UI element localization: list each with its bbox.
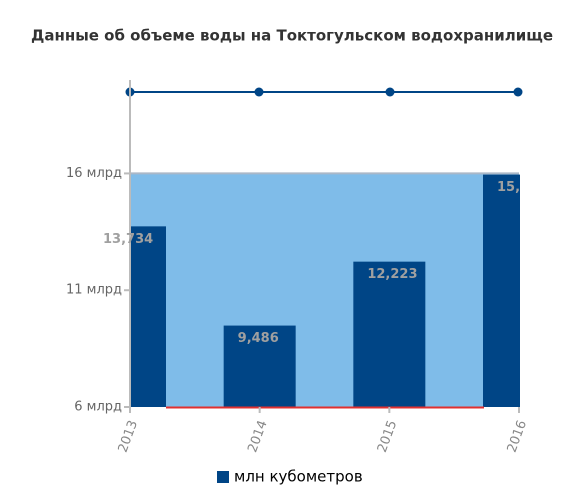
bar bbox=[353, 261, 426, 407]
bar bbox=[130, 226, 166, 407]
x-tick-label: 2015 bbox=[375, 418, 400, 454]
data-label: 12,223 bbox=[367, 267, 417, 282]
data-label: 13,734 bbox=[103, 232, 153, 247]
plot-area: 9,486 12,223 15,95 bbox=[130, 172, 538, 407]
bar bbox=[483, 174, 520, 407]
x-tick-label: 2016 bbox=[505, 418, 530, 454]
y-tick-label: 16 млрд bbox=[66, 166, 122, 181]
plot-band bbox=[130, 173, 519, 407]
legend-label: млн кубометров bbox=[234, 468, 363, 486]
y-tick-label: 11 млрд bbox=[66, 283, 122, 298]
x-tick-label: 2013 bbox=[116, 418, 141, 454]
data-label: 9,486 bbox=[238, 331, 279, 346]
legend-swatch bbox=[217, 471, 229, 483]
chart-title: Данные об объеме воды на Токтогульском в… bbox=[31, 27, 553, 45]
bar bbox=[223, 325, 296, 407]
x-tick-label: 2014 bbox=[245, 418, 270, 454]
data-label: 15,95 bbox=[497, 180, 538, 195]
watermark bbox=[310, 224, 330, 292]
y-tick-label: 6 млрд bbox=[74, 400, 122, 415]
